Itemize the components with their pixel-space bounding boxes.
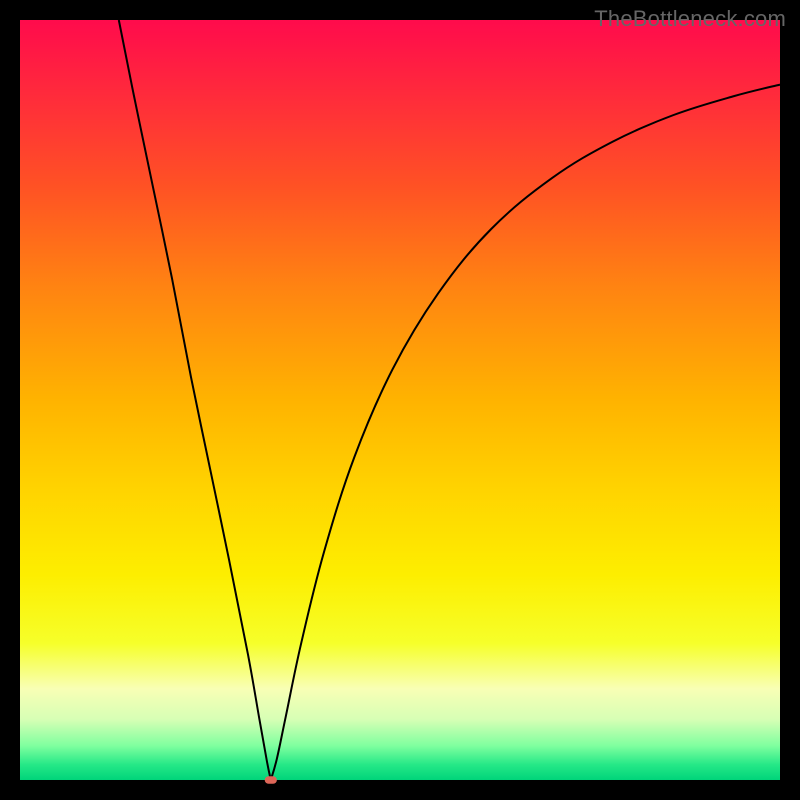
- dip-marker: [265, 776, 277, 784]
- plot-area: [20, 20, 780, 780]
- bottleneck-chart: TheBottleneck.com: [0, 0, 800, 800]
- chart-svg: [0, 0, 800, 800]
- watermark-text: TheBottleneck.com: [594, 6, 786, 32]
